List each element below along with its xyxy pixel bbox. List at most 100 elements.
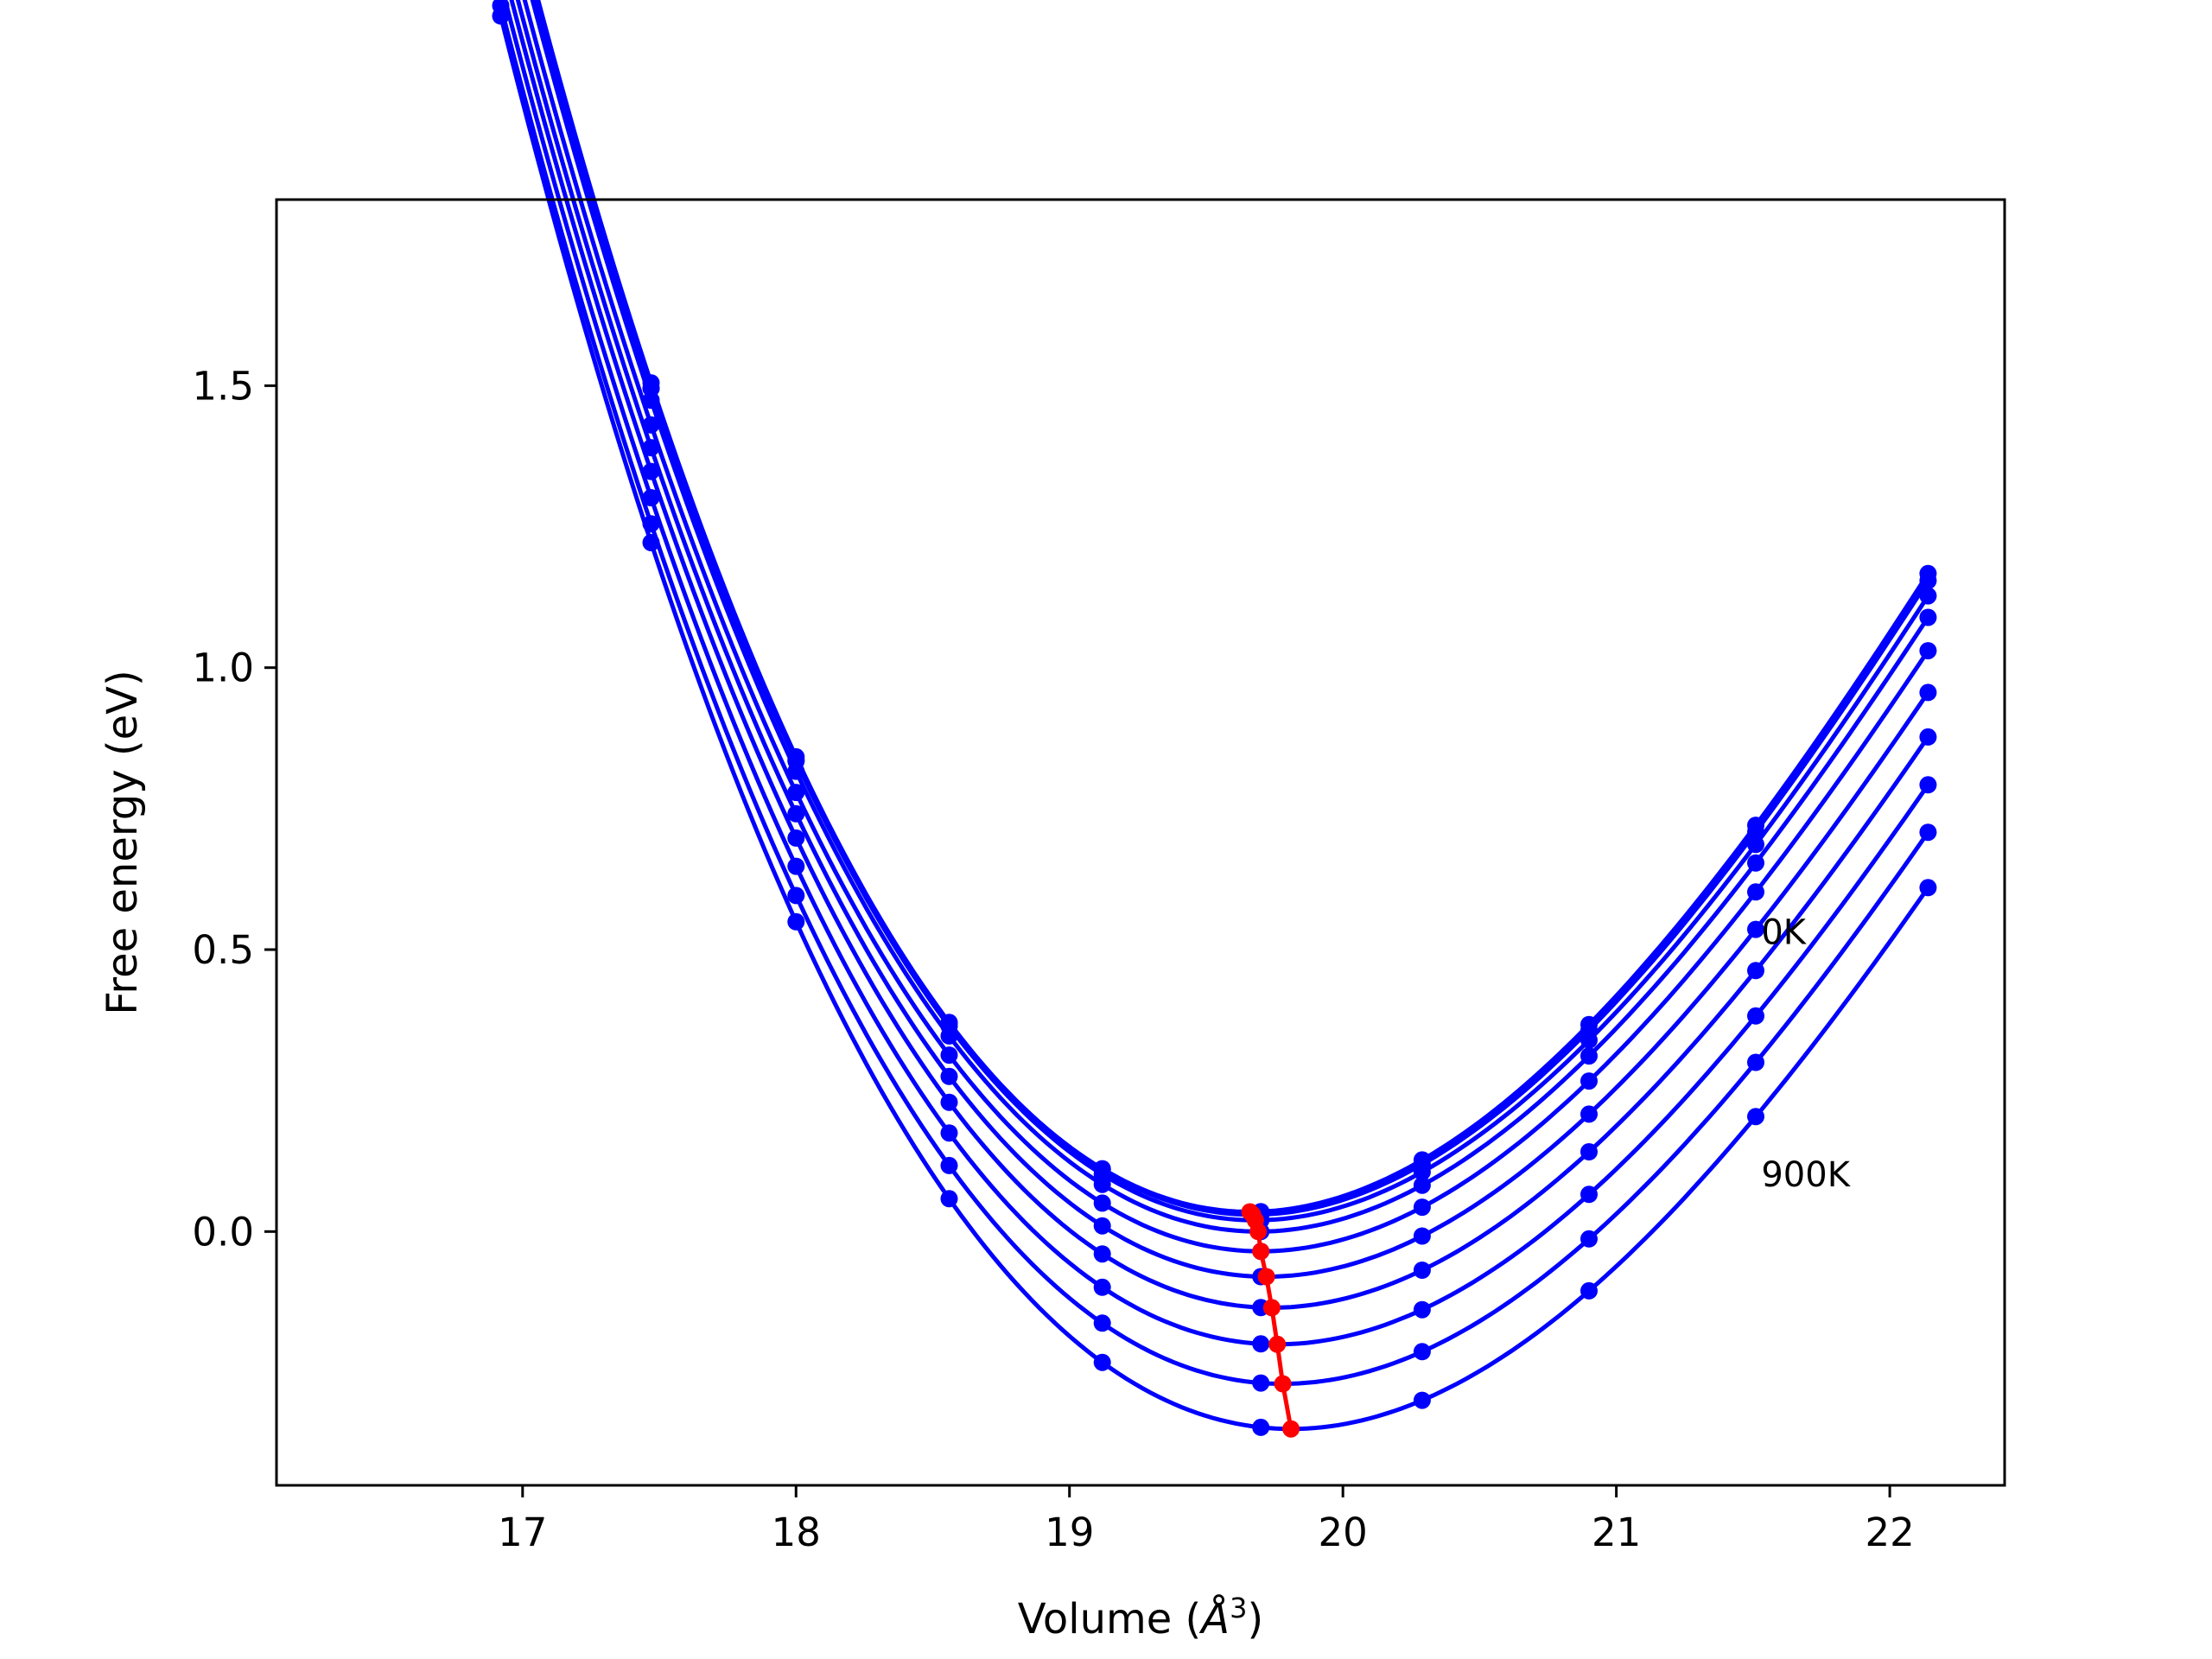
data-point-100K-9 [1747,823,1764,841]
data-point-800K-8 [1580,1230,1598,1248]
data-point-700K-5 [1093,1278,1111,1296]
data-point-700K-7 [1413,1300,1431,1319]
x-tick-label: 18 [772,1510,821,1555]
data-point-400K-7 [1413,1198,1431,1217]
x-tick-label: 21 [1592,1510,1641,1555]
fit-curve-400K [522,0,1930,1254]
minimum-path [1241,1203,1300,1438]
data-point-500K-7 [1413,1227,1431,1245]
x-axis-ticks: 17 18 19 20 21 22 [498,1485,1915,1555]
data-point-300K-3 [787,762,805,780]
data-point-600K-2 [642,462,660,480]
fit-curve-300K [530,0,1930,1234]
data-point-500K-8 [1580,1105,1598,1123]
data-point-900K-6 [1252,1418,1270,1436]
data-point-300K-4 [940,1027,958,1045]
data-point-800K-5 [1093,1314,1111,1332]
data-point-500K-5 [1093,1217,1111,1235]
data-point-500K-9 [1747,920,1764,938]
data-point-900K-4 [940,1190,958,1208]
data-point-900K-1 [492,7,510,25]
y-axis-ticks: 0.0 0.5 1.0 1.5 [192,363,276,1255]
fit-curve-500K [515,0,1930,1280]
data-point-400K-5 [1093,1194,1111,1212]
data-point-300K-5 [1093,1175,1111,1193]
y-tick-label: 0.0 [192,1209,254,1255]
data-point-900K-3 [787,912,805,931]
x-axis-label: Volume (Å3) [1018,1592,1263,1643]
annotation-0K: 0K [1761,912,1807,952]
fit-curve-600K [509,0,1930,1310]
data-point-200K-7 [1413,1163,1431,1181]
data-point-400K-3 [787,784,805,802]
data-point-900K-9 [1747,1108,1764,1126]
data-point-800K-2 [642,515,660,533]
fit-curve-900K [494,0,1930,1432]
data-point-700K-3 [787,857,805,875]
data-point-600K-3 [787,829,805,847]
minimum-point-600K [1262,1299,1281,1317]
data-point-300K-8 [1580,1047,1598,1065]
data-point-900K-2 [642,534,660,551]
data-point-700K-9 [1747,1007,1764,1025]
data-point-600K-4 [940,1093,958,1111]
x-tick-label: 19 [1045,1510,1094,1555]
x-tick-label: 17 [498,1510,547,1555]
y-tick-label: 1.5 [192,363,254,409]
data-point-400K-4 [940,1046,958,1065]
data-points [492,0,1937,1436]
data-point-300K-10 [1919,608,1937,626]
data-point-600K-9 [1747,962,1764,980]
data-point-500K-2 [642,439,660,457]
x-tick-label: 20 [1319,1510,1368,1555]
data-point-600K-5 [1093,1245,1111,1263]
data-point-200K-9 [1747,836,1764,854]
fit-curve-200K [533,0,1930,1223]
data-point-700K-4 [940,1124,958,1142]
data-point-900K-5 [1093,1353,1111,1371]
fit-curves [494,0,1930,1432]
minimum-point-300K [1249,1223,1268,1241]
data-point-500K-3 [787,804,805,823]
y-tick-label: 0.5 [192,927,254,973]
data-point-700K-10 [1919,776,1937,794]
plot-frame [275,198,2006,1487]
data-point-200K-10 [1919,587,1937,605]
x-tick-label: 22 [1865,1510,1914,1555]
data-point-900K-8 [1580,1281,1598,1300]
data-point-900K-10 [1919,879,1937,897]
data-point-300K-7 [1413,1176,1431,1194]
data-point-500K-4 [940,1067,958,1085]
data-point-700K-6 [1252,1335,1270,1353]
data-point-400K-2 [642,416,660,434]
fit-curve-700K [503,0,1930,1347]
data-point-800K-7 [1413,1343,1431,1361]
data-point-400K-10 [1919,642,1937,660]
minimum-point-800K [1274,1375,1292,1393]
data-point-700K-8 [1580,1185,1598,1204]
data-point-500K-10 [1919,683,1937,702]
data-point-800K-4 [940,1156,958,1174]
data-point-600K-8 [1580,1143,1598,1160]
minimum-point-400K [1252,1243,1270,1261]
data-point-800K-9 [1747,1053,1764,1071]
data-point-700K-2 [642,489,660,506]
minimum-point-500K [1257,1268,1275,1286]
data-point-800K-6 [1252,1374,1270,1392]
data-point-900K-7 [1413,1391,1431,1409]
data-point-300K-2 [642,391,660,410]
y-tick-label: 1.0 [192,645,254,691]
data-point-600K-7 [1413,1262,1431,1279]
fit-curve-800K [497,0,1930,1387]
y-axis-label: Free energy (eV) [99,670,147,1014]
data-point-800K-10 [1919,823,1937,842]
data-point-200K-8 [1580,1031,1598,1049]
data-point-400K-8 [1580,1072,1598,1090]
annotations: 0K 900K [1761,912,1851,1195]
data-point-100K-10 [1919,572,1937,589]
minimum-point-900K [1282,1420,1300,1438]
data-point-400K-9 [1747,883,1764,901]
data-point-800K-3 [787,887,805,905]
